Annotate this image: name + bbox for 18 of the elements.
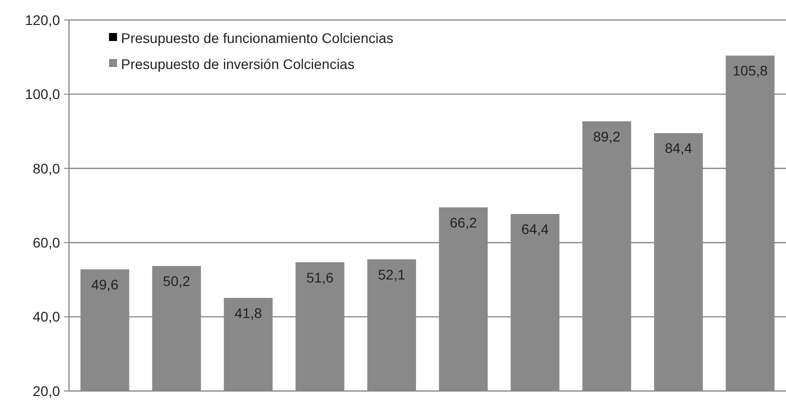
data-label: 49,6 [91, 276, 119, 292]
data-label: 50,2 [162, 272, 190, 289]
y-tick-label: 20,0 [32, 382, 60, 399]
data-label: 64,4 [521, 221, 549, 238]
legend-label: Presupuesto de inversión Colciencias [121, 56, 354, 72]
legend-label: Presupuesto de funcionamiento Colciencias [121, 30, 394, 46]
data-label: 89,2 [593, 128, 621, 144]
data-label: 66,2 [450, 214, 478, 230]
data-label: 84,4 [664, 140, 692, 156]
y-tick-label: 120,0 [24, 12, 60, 28]
data-label: 41,8 [234, 304, 262, 321]
y-tick-label: 60,0 [32, 234, 60, 250]
data-label: 105,8 [732, 62, 768, 79]
y-tick-label: 40,0 [32, 308, 60, 325]
y-tick-label: 100,0 [24, 86, 60, 102]
data-label: 51,6 [306, 269, 334, 286]
y-tick-label: 80,0 [32, 160, 60, 176]
data-label: 52,1 [378, 266, 406, 282]
